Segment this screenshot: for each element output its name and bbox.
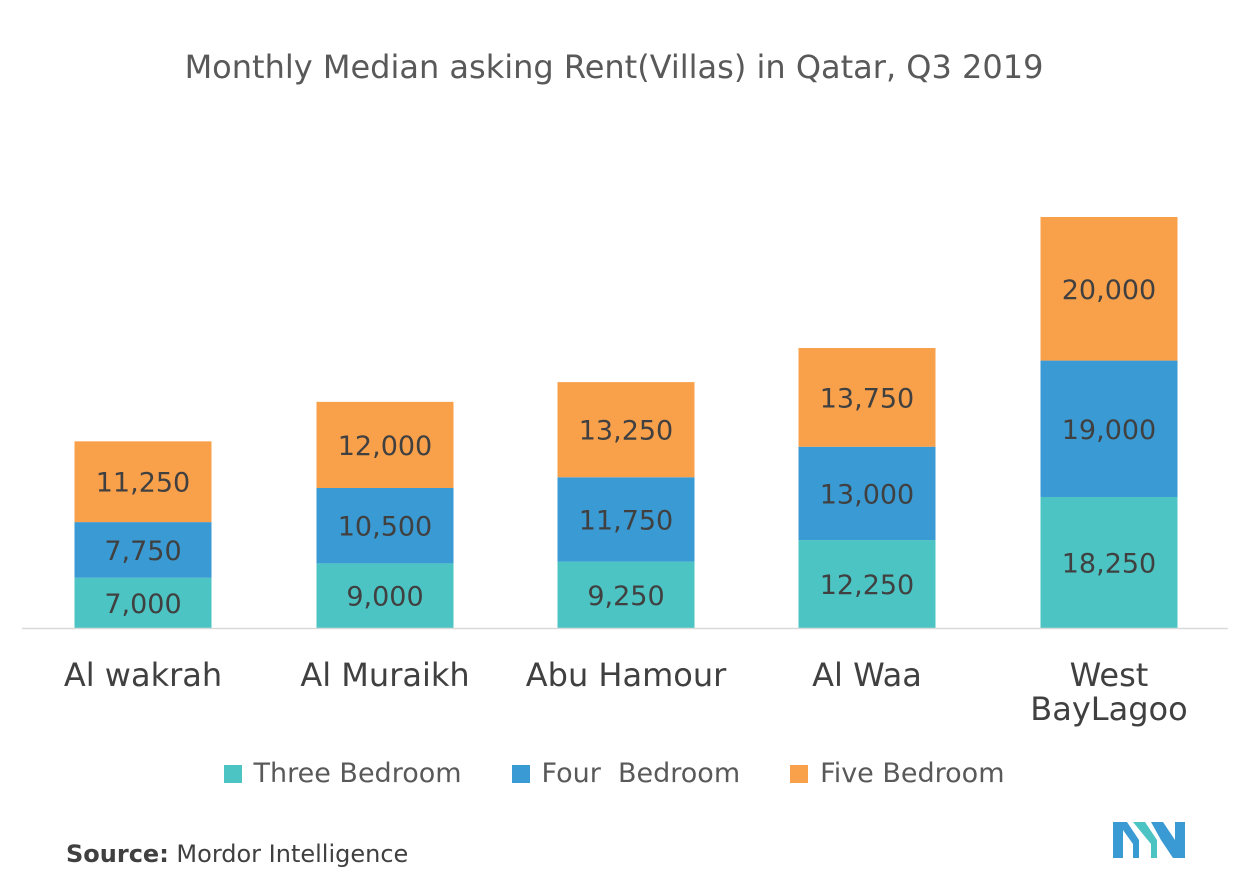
- category-label-west-baylagoo-line-1: West: [1070, 656, 1149, 694]
- data-label-abu-hamour-three-bedroom: 9,250: [587, 581, 664, 612]
- category-label-al-wakrah: Al wakrah: [64, 656, 222, 694]
- source-label: Source:: [66, 840, 169, 868]
- data-label-west-baylagoo-three-bedroom: 18,250: [1062, 548, 1156, 579]
- data-label-al-muraikh-four-bedroom: 10,500: [338, 512, 432, 543]
- source-note: Source: Mordor Intelligence: [66, 840, 408, 868]
- bar-abu-hamour-three-bedroom: [557, 561, 695, 628]
- legend-label-five-bedroom: Five Bedroom: [820, 758, 1005, 789]
- category-label-west-baylagoo-line-2: BayLagoo: [1030, 690, 1187, 728]
- legend-item-three-bedroom: Three Bedroom: [223, 758, 462, 789]
- data-label-al-wakrah-three-bedroom: 7,000: [104, 589, 181, 620]
- data-label-west-baylagoo-four-bedroom: 19,000: [1062, 415, 1156, 446]
- source-text: Mordor Intelligence: [168, 840, 409, 868]
- data-label-al-waa-three-bedroom: 12,250: [820, 570, 914, 601]
- legend-item-five-bedroom: Five Bedroom: [790, 758, 1005, 789]
- bar-al-wakrah-three-bedroom: [74, 577, 212, 628]
- data-label-al-waa-four-bedroom: 13,000: [820, 479, 914, 510]
- data-label-abu-hamour-five-bedroom: 13,250: [579, 416, 673, 447]
- bar-al-muraikh-three-bedroom: [316, 563, 454, 628]
- category-label-al-muraikh: Al Muraikh: [300, 656, 469, 694]
- bar-west-baylagoo-three-bedroom: [1040, 496, 1178, 628]
- data-label-abu-hamour-four-bedroom: 11,750: [579, 505, 673, 536]
- data-label-al-muraikh-three-bedroom: 9,000: [346, 582, 423, 613]
- bar-al-muraikh-four-bedroom: [316, 488, 454, 564]
- legend-swatch-five-bedroom: [790, 764, 809, 783]
- data-label-al-wakrah-five-bedroom: 11,250: [96, 468, 190, 499]
- bar-al-waa-three-bedroom: [798, 540, 936, 628]
- legend-label-four-bedroom: Four Bedroom: [541, 758, 741, 789]
- chart-title: Monthly Median asking Rent(Villas) in Qa…: [184, 48, 1044, 86]
- legend-swatch-four-bedroom: [511, 764, 530, 783]
- bar-west-baylagoo-four-bedroom: [1040, 360, 1178, 497]
- bar-abu-hamour-five-bedroom: [557, 382, 695, 478]
- data-label-al-waa-five-bedroom: 13,750: [820, 383, 914, 414]
- bar-al-wakrah-four-bedroom: [74, 522, 212, 578]
- bar-abu-hamour-four-bedroom: [557, 477, 695, 562]
- bar-al-wakrah-five-bedroom: [74, 441, 212, 523]
- mordor-intelligence-logo-icon: [1113, 822, 1185, 858]
- bar-al-waa-four-bedroom: [798, 446, 936, 541]
- data-label-al-muraikh-five-bedroom: 12,000: [338, 431, 432, 462]
- category-label-abu-hamour: Abu Hamour: [526, 656, 727, 694]
- bar-west-baylagoo-five-bedroom: [1040, 217, 1178, 361]
- legend-label-three-bedroom: Three Bedroom: [253, 758, 462, 789]
- bar-al-muraikh-five-bedroom: [316, 401, 454, 489]
- category-label-al-waa: Al Waa: [812, 656, 922, 694]
- chart-legend: Three Bedroom Four Bedroom Five Bedroom: [0, 758, 1228, 789]
- bar-al-waa-five-bedroom: [798, 348, 936, 447]
- data-label-al-wakrah-four-bedroom: 7,750: [104, 536, 181, 567]
- data-label-west-baylagoo-five-bedroom: 20,000: [1062, 275, 1156, 306]
- legend-item-four-bedroom: Four Bedroom: [511, 758, 741, 789]
- legend-swatch-three-bedroom: [223, 764, 242, 783]
